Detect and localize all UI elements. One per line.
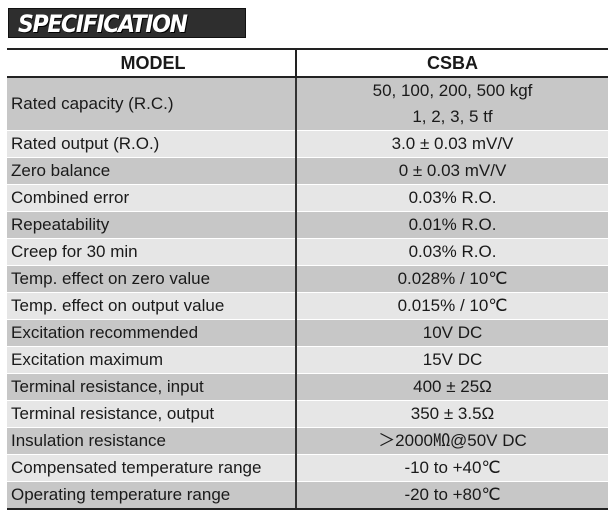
row-value: 15V DC <box>295 346 608 374</box>
row-label: Excitation maximum <box>7 346 296 374</box>
table-row: Operating temperature range -20 to +80℃ <box>7 481 608 510</box>
table-row: Creep for 30 min 0.03% R.O. <box>7 238 608 266</box>
specification-table: MODEL CSBA Rated capacity (R.C.) 50, 100… <box>7 48 608 510</box>
table-row: Temp. effect on output value 0.015% / 10… <box>7 292 608 320</box>
header-model-label: MODEL <box>7 48 296 78</box>
row-label: Zero balance <box>7 157 296 185</box>
row-value: 400 ± 25Ω <box>295 373 608 401</box>
row-value: 0 ± 0.03 mV/V <box>295 157 608 185</box>
row-label: Creep for 30 min <box>7 238 296 266</box>
table-row: Rated output (R.O.) 3.0 ± 0.03 mV/V <box>7 130 608 158</box>
row-value: 10V DC <box>295 319 608 347</box>
table-row: Insulation resistance ＞2000㏁@50V DC <box>7 427 608 455</box>
table-row: Compensated temperature range -10 to +40… <box>7 454 608 482</box>
row-label: Compensated temperature range <box>7 454 296 482</box>
table-row: Terminal resistance, output 350 ± 3.5Ω <box>7 400 608 428</box>
table-row: Combined error 0.03% R.O. <box>7 184 608 212</box>
row-label: Rated capacity (R.C.) <box>7 77 296 131</box>
table-row: Zero balance 0 ± 0.03 mV/V <box>7 157 608 185</box>
header-model-value: CSBA <box>295 48 608 78</box>
row-label: Temp. effect on zero value <box>7 265 296 293</box>
table-row: Excitation recommended 10V DC <box>7 319 608 347</box>
table-row: Repeatability 0.01% R.O. <box>7 211 608 239</box>
row-label: Temp. effect on output value <box>7 292 296 320</box>
specification-banner: SPECIFICATION <box>8 8 246 38</box>
row-label: Terminal resistance, output <box>7 400 296 428</box>
row-value-line: 1, 2, 3, 5 tf <box>412 107 493 126</box>
row-label: Combined error <box>7 184 296 212</box>
row-value: 0.03% R.O. <box>295 184 608 212</box>
row-label: Rated output (R.O.) <box>7 130 296 158</box>
row-value-line: 50, 100, 200, 500 kgf <box>372 81 533 100</box>
table-row: Rated capacity (R.C.) 50, 100, 200, 500 … <box>7 77 608 131</box>
row-label: Terminal resistance, input <box>7 373 296 401</box>
banner-title: SPECIFICATION <box>18 10 188 38</box>
row-label: Operating temperature range <box>7 481 296 510</box>
row-label: Excitation recommended <box>7 319 296 347</box>
table-header-row: MODEL CSBA <box>7 48 608 78</box>
row-value: 0.015% / 10℃ <box>295 292 608 320</box>
table-row: Excitation maximum 15V DC <box>7 346 608 374</box>
row-value: ＞2000㏁@50V DC <box>295 427 608 455</box>
row-value: 0.03% R.O. <box>295 238 608 266</box>
table-row: Temp. effect on zero value 0.028% / 10℃ <box>7 265 608 293</box>
row-value: 50, 100, 200, 500 kgf 1, 2, 3, 5 tf <box>295 77 608 131</box>
row-value: -20 to +80℃ <box>295 481 608 510</box>
row-value: -10 to +40℃ <box>295 454 608 482</box>
row-value: 3.0 ± 0.03 mV/V <box>295 130 608 158</box>
row-label: Repeatability <box>7 211 296 239</box>
table-row: Terminal resistance, input 400 ± 25Ω <box>7 373 608 401</box>
row-value: 350 ± 3.5Ω <box>295 400 608 428</box>
row-value: 0.01% R.O. <box>295 211 608 239</box>
row-value: 0.028% / 10℃ <box>295 265 608 293</box>
row-label: Insulation resistance <box>7 427 296 455</box>
